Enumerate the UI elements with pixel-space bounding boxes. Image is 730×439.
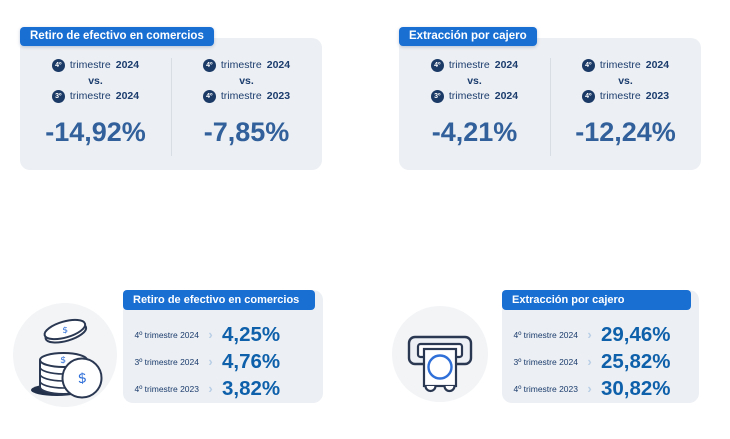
quarter-badge-icon: 4º — [202, 90, 216, 103]
card-title-bar: Retiro de efectivo en comercios — [123, 290, 315, 310]
quarter-value: 4,25% — [222, 322, 281, 346]
comparison-value: -14,92% — [45, 117, 146, 147]
period-year: 2024 — [115, 59, 140, 71]
period-year: 2024 — [494, 90, 519, 102]
quarter-badge-icon: 4º — [202, 59, 216, 72]
svg-text:$: $ — [75, 369, 88, 387]
period-year: 2023 — [645, 90, 670, 102]
card-extraccion-comparaciones: Extracción por cajero 4º trimestre 2024 … — [399, 27, 701, 170]
quarter-badge-icon: 4º — [581, 90, 595, 103]
quarter-value: 4,76% — [222, 349, 281, 373]
period-word: trimestre — [220, 90, 262, 102]
comparison-yoy: 4º trimestre 2024 vs. 4º trimestre 2023 … — [171, 38, 322, 170]
card-title-badge: Retiro de efectivo en comercios — [20, 27, 214, 46]
comparison-value: -7,85% — [203, 117, 290, 147]
comparison-value: -4,21% — [431, 117, 518, 147]
quarter-badge-icon: 3º — [430, 90, 444, 103]
period-word: trimestre — [448, 90, 490, 102]
arrow-right-icon: › — [208, 381, 213, 396]
atm-dispenser-icon — [392, 306, 488, 402]
comparison-qoq: 4º trimestre 2024 vs. 3º trimestre 2024 … — [399, 38, 550, 170]
arrow-right-icon: › — [587, 354, 592, 369]
period-year: 2024 — [266, 59, 291, 71]
card-title-badge: Extracción por cajero — [399, 27, 537, 46]
quarter-row: 3º trimestre 2024 › 4,76% — [123, 348, 323, 375]
comparison-qoq: 4º trimestre 2024 vs. 3º trimestre 2024 … — [20, 38, 171, 170]
quarter-value: 30,82% — [601, 376, 671, 400]
quarter-label: 3º trimestre 2024 — [134, 356, 199, 367]
period-line: 4º trimestre 2024 — [51, 58, 140, 73]
quarter-badge-icon: 4º — [430, 59, 444, 72]
period-line: 4º trimestre 2023 — [581, 89, 670, 104]
coins-icon: $ $ $ — [13, 303, 117, 407]
quarter-value: 25,82% — [601, 349, 671, 373]
period-word: trimestre — [599, 59, 641, 71]
quarter-value: 3,82% — [222, 376, 281, 400]
card-retiro-comparaciones: Retiro de efectivo en comercios 4º trime… — [20, 27, 322, 170]
quarter-badge-icon: 4º — [51, 59, 65, 72]
vs-label: vs. — [618, 75, 633, 87]
quarter-label: 3º trimestre 2024 — [513, 356, 578, 367]
svg-text:$: $ — [59, 354, 68, 365]
quarter-row: 4º trimestre 2023 › 30,82% — [502, 375, 699, 402]
quarter-label: 4º trimestre 2024 — [134, 329, 199, 340]
quarter-row: 4º trimestre 2024 › 4,25% — [123, 321, 323, 348]
arrow-right-icon: › — [587, 327, 592, 342]
column-divider — [550, 58, 551, 156]
card-title-bar: Extracción por cajero — [502, 290, 691, 310]
card-retiro-trimestral: Retiro de efectivo en comercios 4º trime… — [123, 290, 323, 403]
period-line: 3º trimestre 2024 — [430, 89, 519, 104]
vs-label: vs. — [239, 75, 254, 87]
period-line: 3º trimestre 2024 — [51, 89, 140, 104]
quarter-row: 4º trimestre 2024 › 29,46% — [502, 321, 699, 348]
arrow-right-icon: › — [208, 327, 213, 342]
period-word: trimestre — [220, 59, 262, 71]
svg-text:$: $ — [60, 324, 69, 335]
arrow-right-icon: › — [208, 354, 213, 369]
period-year: 2024 — [115, 90, 140, 102]
column-divider — [171, 58, 172, 156]
comparison-value: -12,24% — [575, 117, 676, 147]
quarter-badge-icon: 4º — [581, 59, 595, 72]
quarter-badge-icon: 3º — [51, 90, 65, 103]
card-extraccion-trimestral: Extracción por cajero 4º trimestre 2024 … — [502, 290, 699, 403]
quarter-row: 4º trimestre 2023 › 3,82% — [123, 375, 323, 402]
period-line: 4º trimestre 2024 — [581, 58, 670, 73]
period-word: trimestre — [69, 59, 111, 71]
vs-label: vs. — [88, 75, 103, 87]
comparison-yoy: 4º trimestre 2024 vs. 4º trimestre 2023 … — [550, 38, 701, 170]
period-line: 4º trimestre 2024 — [202, 58, 291, 73]
period-line: 4º trimestre 2024 — [430, 58, 519, 73]
period-line: 4º trimestre 2023 — [202, 89, 291, 104]
period-year: 2023 — [266, 90, 291, 102]
quarter-label: 4º trimestre 2024 — [513, 329, 578, 340]
quarter-row: 3º trimestre 2024 › 25,82% — [502, 348, 699, 375]
arrow-right-icon: › — [587, 381, 592, 396]
period-word: trimestre — [69, 90, 111, 102]
period-year: 2024 — [494, 59, 519, 71]
quarter-label: 4º trimestre 2023 — [134, 383, 199, 394]
period-year: 2024 — [645, 59, 670, 71]
quarter-label: 4º trimestre 2023 — [513, 383, 578, 394]
vs-label: vs. — [467, 75, 482, 87]
quarter-value: 29,46% — [601, 322, 671, 346]
period-word: trimestre — [599, 90, 641, 102]
period-word: trimestre — [448, 59, 490, 71]
